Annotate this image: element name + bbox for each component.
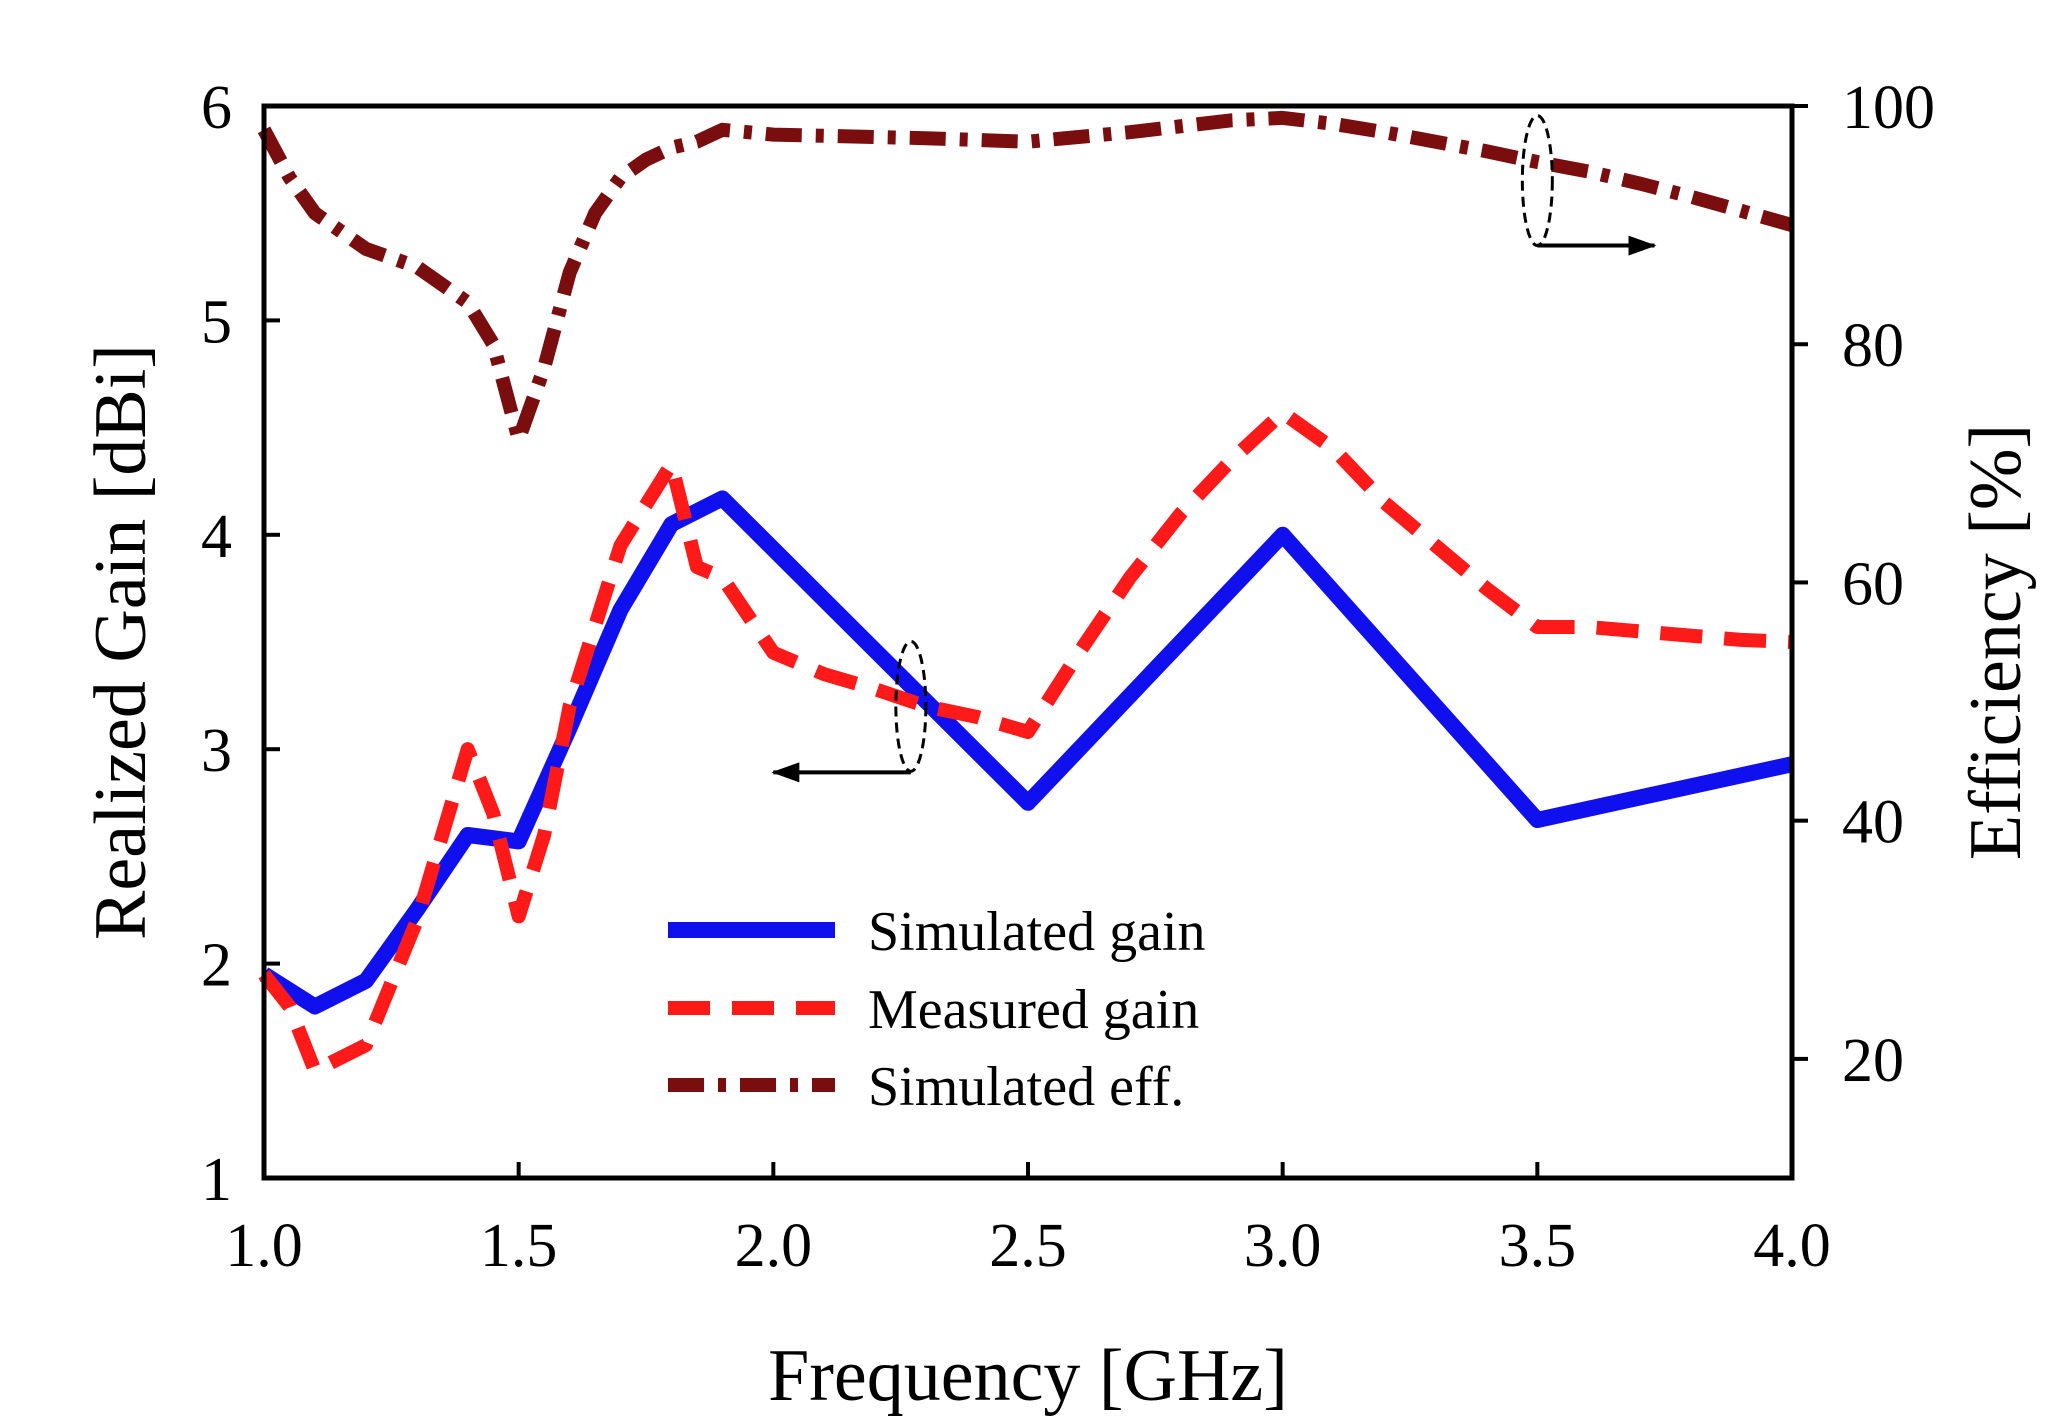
y-tick-label: 1	[201, 1146, 232, 1214]
y2-tick-label: 80	[1842, 312, 1904, 380]
legend-label-simulated-eff: Simulated eff.	[868, 1056, 1184, 1118]
x-tick-label: 4.0	[1753, 1212, 1831, 1280]
y2-tick-label: 20	[1842, 1027, 1904, 1095]
series-line-simulated-eff	[257, 110, 1794, 447]
y-tick-label: 5	[201, 288, 232, 356]
y2-tick-label: 60	[1842, 550, 1904, 618]
x-tick-label: 2.5	[989, 1212, 1067, 1280]
y2-axis-title: Efficiency [%]	[1955, 424, 2037, 860]
x-tick-label: 1.0	[225, 1212, 303, 1280]
x-axis-title: Frequency [GHz]	[768, 1335, 1288, 1417]
y-tick-label: 4	[201, 503, 232, 571]
x-tick-label: 3.0	[1244, 1212, 1322, 1280]
legend-label-simulated-gain: Simulated gain	[868, 901, 1206, 963]
legend: Simulated gain Measured gain Simulated e…	[668, 901, 1206, 1118]
y2-tick-label: 40	[1842, 789, 1904, 857]
series-line-simulated-gain	[259, 490, 1794, 1015]
y-tick-label: 2	[201, 932, 232, 1000]
y-axis-title: Realized Gain [dBi]	[80, 344, 162, 940]
x-tick-label: 2.0	[735, 1212, 813, 1280]
series-layer	[257, 110, 1794, 1078]
legend-label-measured-gain: Measured gain	[868, 979, 1199, 1041]
annotation-layer	[771, 114, 1657, 783]
y-tick-label: 3	[201, 717, 232, 785]
x-tick-label: 1.5	[480, 1212, 558, 1280]
series-line-measured-gain	[258, 405, 1793, 1078]
y2-tick-label: 100	[1842, 74, 1935, 142]
x-tick-label: 3.5	[1499, 1212, 1577, 1280]
y-tick-label: 6	[201, 74, 232, 142]
ticks-layer: 1.0 1.5 2.0 2.5 3.0 3.5 4.0 1 2 3 4 5 6 20 40 60 80 100	[201, 74, 1935, 1280]
